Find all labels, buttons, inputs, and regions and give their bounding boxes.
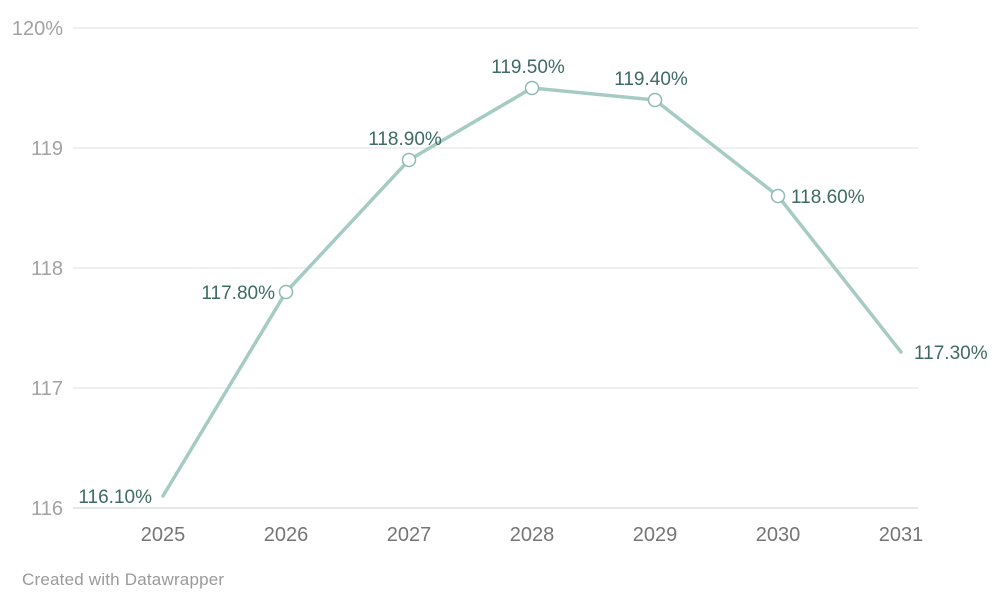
- line-chart: 116 117 118 119 120% 2025 2026 2027 2028 2029 2030…: [12, 18, 988, 546]
- x-axis-tick-label: 2031: [879, 524, 924, 546]
- line-chart-canvas: 116 117 118 119 120% 2025 2026 2027 2028 2029 2030…: [12, 18, 988, 546]
- data-point-label: 119.50%: [491, 57, 565, 78]
- x-axis-tick-label: 2025: [141, 524, 186, 546]
- y-axis-tick-label: 120%: [12, 18, 63, 40]
- y-axis-tick-label: 118: [31, 258, 63, 280]
- x-axis-tick-label: 2029: [633, 524, 678, 546]
- y-axis-tick-label: 116: [31, 498, 63, 520]
- data-point-marker: [278, 284, 294, 300]
- x-axis-tick-label: 2026: [264, 524, 309, 546]
- data-point-marker: [770, 188, 786, 204]
- data-point-marker: [524, 80, 540, 96]
- x-axis-tick-label: 2028: [510, 524, 555, 546]
- data-point-label: 117.30%: [914, 343, 988, 364]
- data-point-label: 118.60%: [791, 187, 865, 208]
- data-point-label: 116.10%: [78, 487, 152, 508]
- data-point-marker: [401, 152, 417, 168]
- y-axis-tick-label: 117: [31, 378, 63, 400]
- data-point-marker: [647, 92, 663, 108]
- data-point-label: 118.90%: [368, 129, 442, 150]
- x-axis-tick-label: 2030: [756, 524, 801, 546]
- data-point-label: 119.40%: [614, 69, 688, 90]
- x-axis-tick-label: 2027: [387, 524, 432, 546]
- data-point-label: 117.80%: [201, 283, 275, 304]
- datawrapper-credit: Created with Datawrapper: [22, 570, 225, 589]
- y-axis-tick-label: 119: [31, 138, 63, 160]
